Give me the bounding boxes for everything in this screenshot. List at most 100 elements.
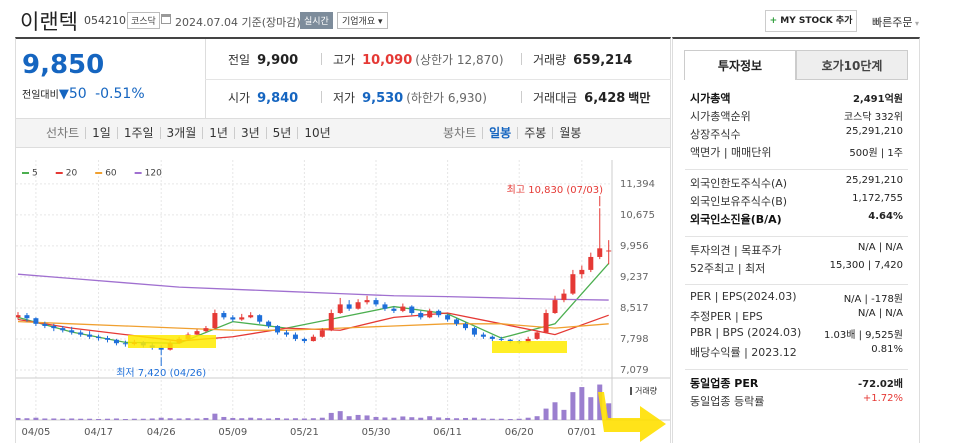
overview-button[interactable]: 기업개요 ▾	[337, 12, 388, 29]
candle-body	[543, 313, 549, 333]
y-tick-label: 7,079	[620, 365, 649, 376]
candle-body	[51, 325, 57, 329]
info-value: 코스닥 332위	[843, 112, 903, 123]
candle-body	[69, 330, 75, 333]
volume-bar	[534, 416, 540, 420]
separator	[685, 169, 908, 170]
volume-bar	[454, 418, 460, 420]
quote-extra: (하한가 6,930)	[406, 91, 487, 105]
info-value: 25,291,210	[845, 175, 903, 186]
x-tick-label: 05/21	[290, 427, 319, 438]
info-label: 시가총액순위	[690, 110, 751, 123]
candle-body	[454, 319, 460, 324]
quote-label: 저가	[333, 91, 356, 105]
line-chart-label: 선차트	[46, 126, 80, 140]
candle-period-button[interactable]: 일봉	[482, 127, 517, 139]
volume-bar	[221, 416, 227, 420]
stock-name: 이랜텍	[20, 10, 78, 34]
volume-bar	[373, 416, 379, 420]
moving-average-line	[17, 273, 609, 301]
volume-bar	[78, 418, 84, 420]
candle-period-button[interactable]: 주봉	[517, 127, 552, 139]
legend-label: 20	[66, 169, 78, 179]
candle-body	[471, 328, 477, 335]
candle-chart-label: 봉차트	[443, 126, 477, 140]
candle-body	[597, 248, 603, 257]
candle-body	[463, 323, 468, 329]
candle-body	[248, 315, 254, 318]
mystock-button[interactable]: + MY STOCK 추가	[765, 10, 857, 32]
volume-bar	[203, 417, 209, 420]
period-button[interactable]: 5년	[265, 127, 298, 139]
info-label: 외국인보유주식수(B)	[690, 195, 788, 208]
info-label: PBR | BPS (2024.03)	[690, 326, 802, 339]
volume-bar	[400, 416, 406, 420]
separator	[685, 369, 908, 370]
volume-bar	[194, 418, 200, 420]
candle-body	[292, 334, 298, 339]
quote-cell: 거래대금 6,428 백만	[533, 89, 650, 106]
quote-label: 거래량	[533, 53, 567, 67]
period-button[interactable]: 1주일	[116, 127, 160, 139]
current-price: 9,850	[22, 50, 105, 80]
candle-body	[257, 315, 263, 322]
period-button[interactable]: 3년	[233, 127, 266, 139]
volume-bar	[69, 418, 75, 420]
candle-body	[588, 256, 594, 270]
candle-body	[60, 328, 66, 331]
y-tick-label: 9,956	[620, 241, 649, 252]
candle-body	[42, 323, 48, 326]
candle-body	[266, 321, 272, 326]
info-value: N/A | N/A	[857, 242, 903, 253]
quote-cell: 시가 9,840	[228, 89, 298, 106]
volume-bar	[292, 418, 298, 420]
separator	[321, 53, 322, 65]
period-button[interactable]: 1년	[202, 127, 234, 139]
quote-value: 9,530	[362, 91, 404, 106]
volume-bar	[96, 418, 102, 420]
y-tick-label: 11,394	[620, 179, 655, 190]
tab[interactable]: 투자정보	[684, 50, 796, 80]
candle-period-button[interactable]: 월봉	[552, 127, 587, 139]
volume-bar	[463, 417, 468, 420]
candle-body	[87, 334, 93, 337]
candle-body	[105, 338, 110, 340]
volume-bar	[15, 417, 21, 420]
market-badge: 코스닥	[127, 12, 160, 29]
volume-bar	[122, 418, 128, 420]
info-value: 1.03배 | 9,525원	[823, 330, 903, 341]
candle-body	[579, 269, 585, 275]
x-tick-label: 04/26	[147, 427, 176, 438]
volume-bar	[471, 417, 477, 420]
info-value: 1,172,755	[852, 193, 903, 204]
quote-extra: 백만	[628, 91, 651, 105]
quote-cell: 전일 9,900	[228, 51, 298, 68]
info-label: PER | EPS(2024.03)	[690, 290, 797, 303]
quick-order[interactable]: 빠른주문 ▾	[872, 16, 920, 29]
period-button[interactable]: 3개월	[159, 127, 203, 139]
volume-bar	[42, 418, 48, 420]
volume-bar	[131, 418, 137, 420]
candle-body	[346, 304, 352, 309]
tab[interactable]: 호가10단계	[796, 50, 908, 80]
x-tick-label: 06/11	[433, 427, 462, 438]
calendar-icon	[161, 14, 171, 24]
volume-bar	[257, 418, 263, 420]
quote-label: 시가	[228, 91, 251, 105]
period-button[interactable]: 1일	[85, 127, 117, 139]
period-button[interactable]: 10년	[297, 127, 336, 139]
candle-body	[310, 336, 316, 342]
candle-body	[203, 328, 209, 332]
info-value: 0.81%	[871, 344, 903, 355]
quick-order-label: 빠른주문	[872, 16, 913, 29]
separator	[685, 284, 908, 285]
volume-bar	[24, 418, 30, 420]
info-label: 배당수익률 | 2023.12	[690, 346, 797, 359]
low-annotation: 최저 7,420 (04/26)	[116, 367, 206, 379]
volume-bar	[167, 418, 173, 420]
candle-body	[221, 313, 227, 318]
volume-bar	[51, 418, 57, 420]
candle-body	[534, 332, 540, 339]
volume-bar	[382, 417, 388, 420]
volume-bar	[525, 417, 531, 420]
